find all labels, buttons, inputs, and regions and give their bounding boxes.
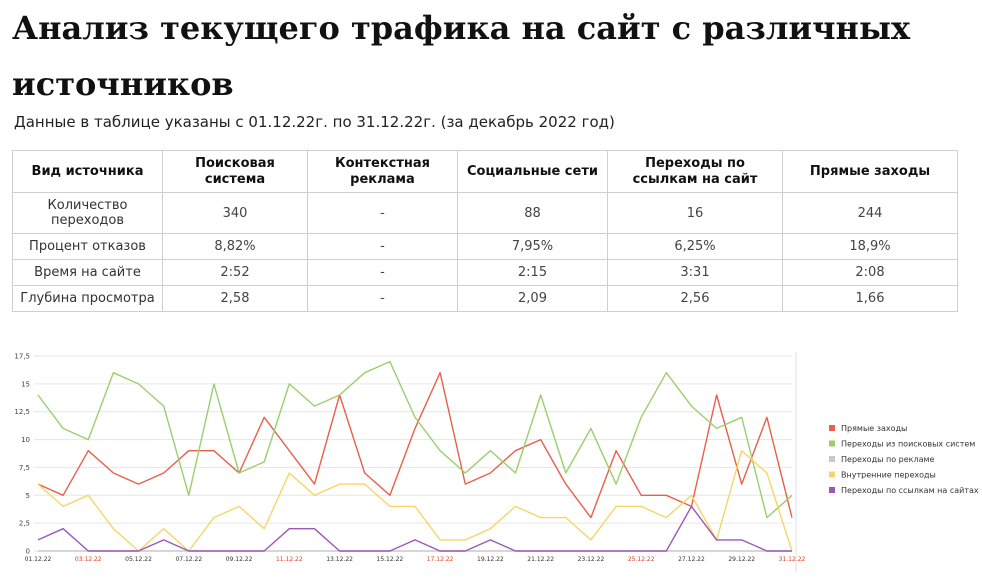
y-tick-label: 12,5 xyxy=(14,408,30,416)
legend-label: Переходы по ссылкам на сайтах xyxy=(841,486,979,495)
row-label: Глубина просмотра xyxy=(12,285,163,312)
x-tick-label: 07.12.22 xyxy=(175,556,202,563)
table-header-cell: Социальные сети xyxy=(457,150,608,193)
chart-legend[interactable]: Прямые заходы Переходы из поисковых систе… xyxy=(829,424,979,495)
y-axis: 0 2,5 5 7,5 10 12,5 15 17,5 xyxy=(14,353,30,556)
table-header-cell: Контекстная реклама xyxy=(307,150,458,193)
table-cell: 88 xyxy=(457,192,608,234)
table-cell: 2:15 xyxy=(457,259,608,286)
series-line xyxy=(37,449,793,552)
chart-series xyxy=(37,360,793,552)
x-axis: 01.12.22 03.12.22 05.12.22 07.12.22 09.12.22… xyxy=(25,556,806,563)
y-tick-label: 17,5 xyxy=(14,353,30,361)
legend-item[interactable]: Переходы из поисковых систем xyxy=(829,440,975,449)
traffic-table: Вид источника Поисковая система Контекст… xyxy=(12,150,958,312)
table-cell: 2:08 xyxy=(782,259,958,286)
legend-swatch xyxy=(829,425,835,431)
y-tick-label: 15 xyxy=(21,380,30,388)
chart-grid xyxy=(34,355,792,552)
x-tick-label: 11.12.22 xyxy=(276,556,303,563)
x-tick-label: 03.12.22 xyxy=(75,556,102,563)
table-header-cell: Переходы по ссылкам на сайт xyxy=(607,150,783,193)
table-cell: 6,25% xyxy=(607,233,783,260)
table-cell: - xyxy=(307,259,458,286)
x-tick-label: 21.12.22 xyxy=(527,556,554,563)
x-tick-label: 13.12.22 xyxy=(326,556,353,563)
date-range-note: Данные в таблице указаны с 01.12.22г. по… xyxy=(14,113,615,131)
x-tick-label: 27.12.22 xyxy=(678,556,705,563)
y-tick-label: 10 xyxy=(21,436,30,444)
legend-label: Переходы из поисковых систем xyxy=(841,440,975,449)
x-tick-label: 29.12.22 xyxy=(728,556,755,563)
series-line xyxy=(37,360,793,519)
table-cell: 2:52 xyxy=(162,259,308,286)
table-cell: 8,82% xyxy=(162,233,308,260)
page-title: Анализ текущего трафика на сайт с различ… xyxy=(12,9,911,103)
legend-swatch xyxy=(829,487,835,493)
legend-label: Внутренние переходы xyxy=(841,471,936,480)
table-cell: 2,58 xyxy=(162,285,308,312)
table-row: Время на сайте 2:52 - 2:15 3:31 2:08 xyxy=(12,259,958,286)
legend-item[interactable]: Внутренние переходы xyxy=(829,471,936,480)
x-tick-label: 09.12.22 xyxy=(226,556,253,563)
x-tick-label: 31.12.22 xyxy=(779,556,806,563)
y-tick-label: 7,5 xyxy=(19,464,30,472)
table-cell: - xyxy=(307,285,458,312)
x-tick-label: 25.12.22 xyxy=(628,556,655,563)
legend-swatch xyxy=(829,440,835,447)
y-tick-label: 5 xyxy=(26,492,30,500)
table-cell: 2,09 xyxy=(457,285,608,312)
table-header-cell: Вид источника xyxy=(12,150,163,193)
traffic-line-chart: 0 2,5 5 7,5 10 12,5 15 17,5 01.12.22 03.12.22 05.… xyxy=(14,352,979,573)
table-header-cell: Прямые заходы xyxy=(782,150,958,193)
table-cell: 3:31 xyxy=(607,259,783,286)
table-cell: 18,9% xyxy=(782,233,958,260)
table-header-row: Вид источника Поисковая система Контекст… xyxy=(12,150,958,193)
table-cell: - xyxy=(307,233,458,260)
x-tick-label: 01.12.22 xyxy=(25,556,52,563)
table-header-cell: Поисковая система xyxy=(162,150,308,193)
series-line xyxy=(37,372,793,519)
legend-swatch xyxy=(829,456,835,462)
table-row: Процент отказов 8,82% - 7,95% 6,25% 18,9… xyxy=(12,233,958,260)
row-label: Процент отказов xyxy=(12,233,163,260)
x-tick-label: 05.12.22 xyxy=(125,556,152,563)
legend-item[interactable]: Переходы по ссылкам на сайтах xyxy=(829,486,979,495)
table-row: Глубина просмотра 2,58 - 2,09 2,56 1,66 xyxy=(12,285,958,312)
x-tick-label: 15.12.22 xyxy=(377,556,404,563)
y-tick-label: 0 xyxy=(26,548,30,556)
series-line xyxy=(37,505,792,552)
table-row: Количество переходов 340 - 88 16 244 xyxy=(12,192,958,234)
x-tick-label: 19.12.22 xyxy=(477,556,504,563)
legend-item[interactable]: Переходы по рекламе xyxy=(829,455,935,464)
x-tick-label: 17.12.22 xyxy=(427,556,454,563)
row-label: Время на сайте xyxy=(12,259,163,286)
legend-swatch xyxy=(829,471,835,478)
table-cell: 2,56 xyxy=(607,285,783,312)
table-cell: 16 xyxy=(607,192,783,234)
table-cell: - xyxy=(307,192,458,234)
y-tick-label: 2,5 xyxy=(19,520,30,528)
legend-label: Переходы по рекламе xyxy=(841,455,935,464)
legend-item[interactable]: Прямые заходы xyxy=(829,424,907,433)
table-cell: 1,66 xyxy=(782,285,958,312)
table-cell: 7,95% xyxy=(457,233,608,260)
legend-label: Прямые заходы xyxy=(841,424,907,433)
row-label: Количество переходов xyxy=(12,192,163,234)
x-tick-label: 23.12.22 xyxy=(578,556,605,563)
table-cell: 340 xyxy=(162,192,308,234)
table-cell: 244 xyxy=(782,192,958,234)
